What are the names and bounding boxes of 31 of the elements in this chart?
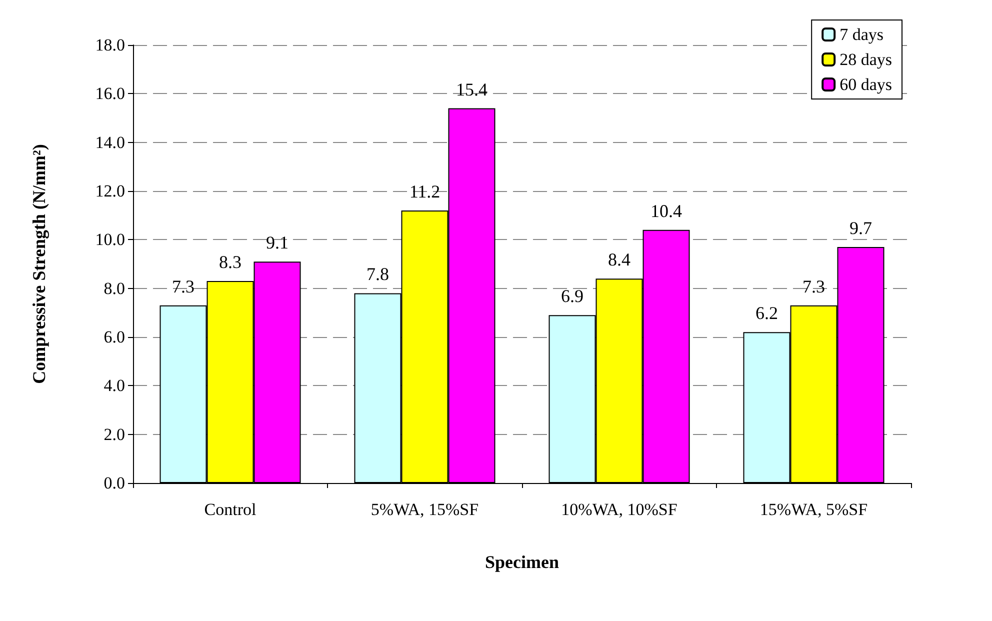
- y-tick-label: 0.0: [104, 474, 125, 492]
- data-label: 7.8: [366, 264, 389, 284]
- legend-label: 28 days: [840, 50, 892, 69]
- data-label: 6.2: [756, 303, 778, 324]
- x-tick-label: 15%WA, 5%SF: [760, 500, 868, 519]
- x-tick-label: Control: [204, 500, 256, 519]
- x-tick-label: 10%WA, 10%SF: [561, 500, 678, 519]
- data-label: 8.4: [608, 250, 630, 270]
- y-tick-label: 6.0: [104, 328, 125, 346]
- y-tick-label: 4.0: [104, 376, 125, 396]
- legend-label: 7 days: [840, 25, 884, 44]
- data-label: 7.3: [172, 276, 194, 296]
- data-label: 6.9: [561, 286, 584, 306]
- y-tick-label: 2.0: [104, 424, 125, 444]
- x-axis-title: Specimen: [485, 552, 559, 572]
- x-tick-label: 5%WA, 15%SF: [370, 500, 479, 519]
- y-tick-label: 14.0: [95, 132, 125, 152]
- data-label: 9.1: [266, 232, 288, 253]
- y-tick-label: 12.0: [95, 182, 125, 200]
- legend-label: 60 days: [840, 75, 892, 94]
- data-label: 9.7: [850, 218, 872, 238]
- data-label: 15.4: [456, 79, 488, 100]
- data-label: 8.3: [219, 252, 242, 272]
- y-tick-label: 16.0: [95, 84, 125, 104]
- data-label: 10.4: [650, 200, 682, 221]
- y-tick-label: 8.0: [104, 278, 125, 298]
- y-tick-label: 10.0: [95, 230, 125, 250]
- y-tick-label: 18.0: [95, 36, 125, 54]
- data-label: 7.3: [802, 276, 825, 296]
- y-axis-title: Compressive Strength (N/mm²): [29, 144, 49, 384]
- data-label: 11.2: [409, 181, 440, 202]
